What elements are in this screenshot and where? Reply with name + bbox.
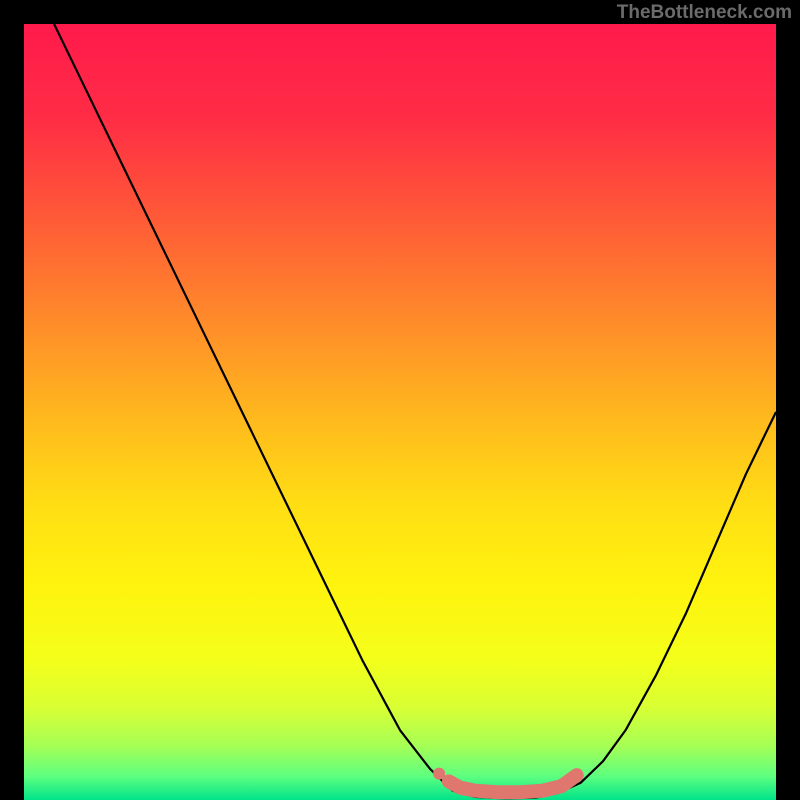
bottleneck-chart bbox=[0, 0, 800, 800]
chart-gradient-background bbox=[24, 24, 776, 800]
watermark-text: TheBottleneck.com bbox=[617, 2, 792, 24]
optimal-range-start-dot bbox=[433, 768, 445, 780]
